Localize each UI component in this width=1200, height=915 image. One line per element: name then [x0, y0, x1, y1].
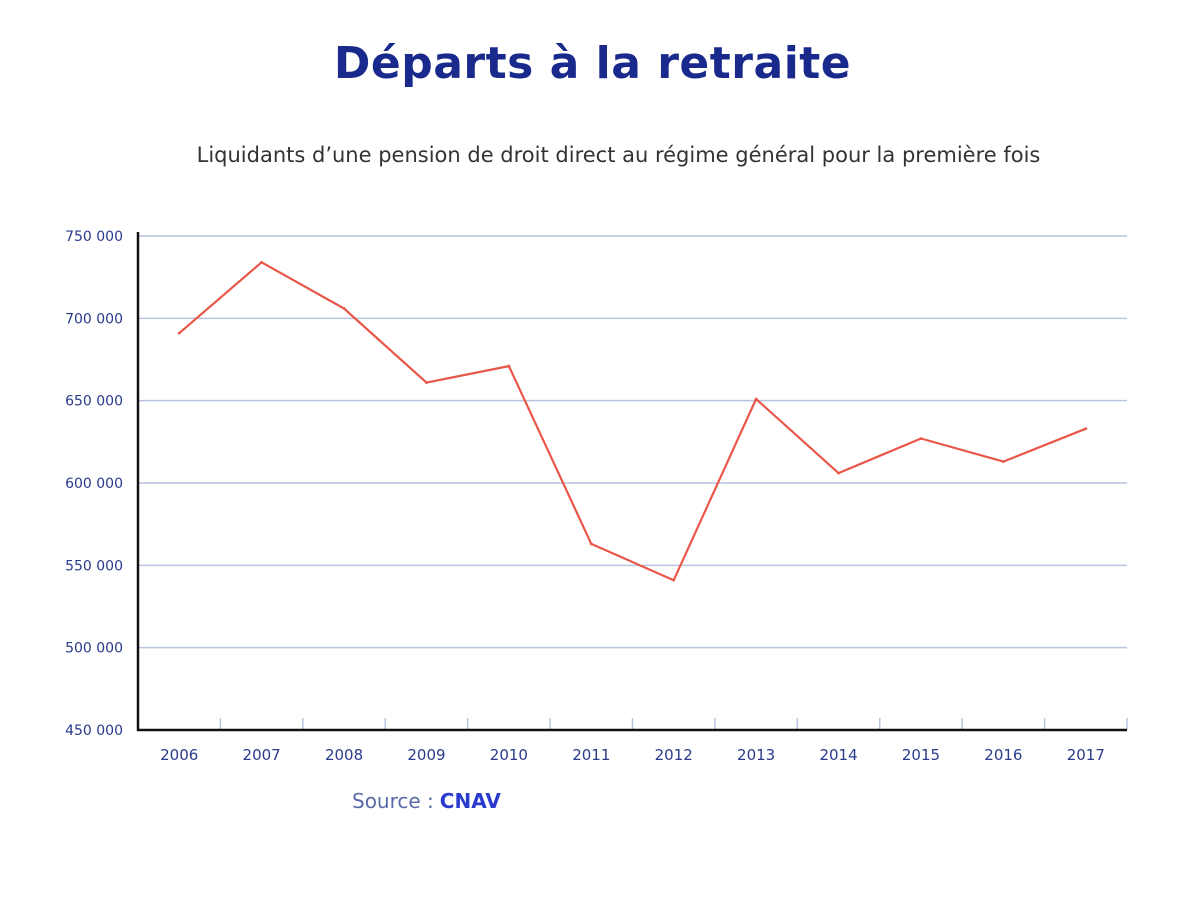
data-point: [919, 437, 923, 440]
x-tick-label: 2006: [160, 746, 198, 764]
series-line: [178, 261, 1087, 582]
series-group: [177, 260, 1088, 582]
data-point: [425, 381, 428, 384]
data-point: [1084, 427, 1088, 431]
chart-title: Départs à la retraite: [333, 38, 852, 89]
source-value: CNAV: [439, 789, 501, 813]
x-axis-ticks: 2006 2007 2008 2009 2010 2011 2012 2013 2014 2015…: [160, 718, 1128, 764]
y-tick-label: 700 000: [65, 311, 123, 327]
data-point: [589, 542, 593, 546]
x-tick-label: 2016: [984, 746, 1022, 764]
grid-lines: [138, 235, 1127, 649]
data-point: [672, 578, 676, 582]
x-tick-label: 2007: [243, 746, 281, 764]
data-point: [177, 331, 181, 335]
x-tick-label: 2013: [737, 746, 775, 764]
x-tick-label: 2014: [819, 746, 857, 764]
data-point: [754, 397, 758, 401]
source-label: Source :: [352, 789, 434, 813]
y-tick-label: 750 000: [65, 229, 123, 245]
x-tick-label: 2010: [490, 746, 528, 764]
x-tick-label: 2008: [325, 746, 363, 764]
x-tick-label: 2012: [655, 746, 693, 764]
x-tick-label: 2009: [407, 746, 445, 764]
chart-subtitle: Liquidants d’une pension de droit direct…: [196, 143, 1041, 167]
data-point: [837, 471, 840, 475]
y-axis-ticks: 450 000 500 000 550 000 600 000 650 000 700 0…: [65, 229, 123, 739]
axes: [136, 232, 1127, 732]
data-point: [507, 364, 511, 368]
data-point: [1001, 460, 1005, 463]
data-point: [342, 307, 346, 310]
x-tick-label: 2017: [1067, 746, 1105, 764]
y-tick-label: 450 000: [65, 723, 123, 739]
y-tick-label: 550 000: [65, 558, 123, 574]
y-tick-label: 600 000: [65, 476, 123, 492]
x-tick-label: 2011: [572, 746, 610, 764]
data-point: [260, 260, 264, 264]
y-tick-label: 500 000: [65, 641, 123, 657]
y-tick-label: 650 000: [65, 394, 123, 410]
source-note: Source : CNAV: [352, 789, 501, 813]
x-tick-label: 2015: [902, 746, 940, 764]
